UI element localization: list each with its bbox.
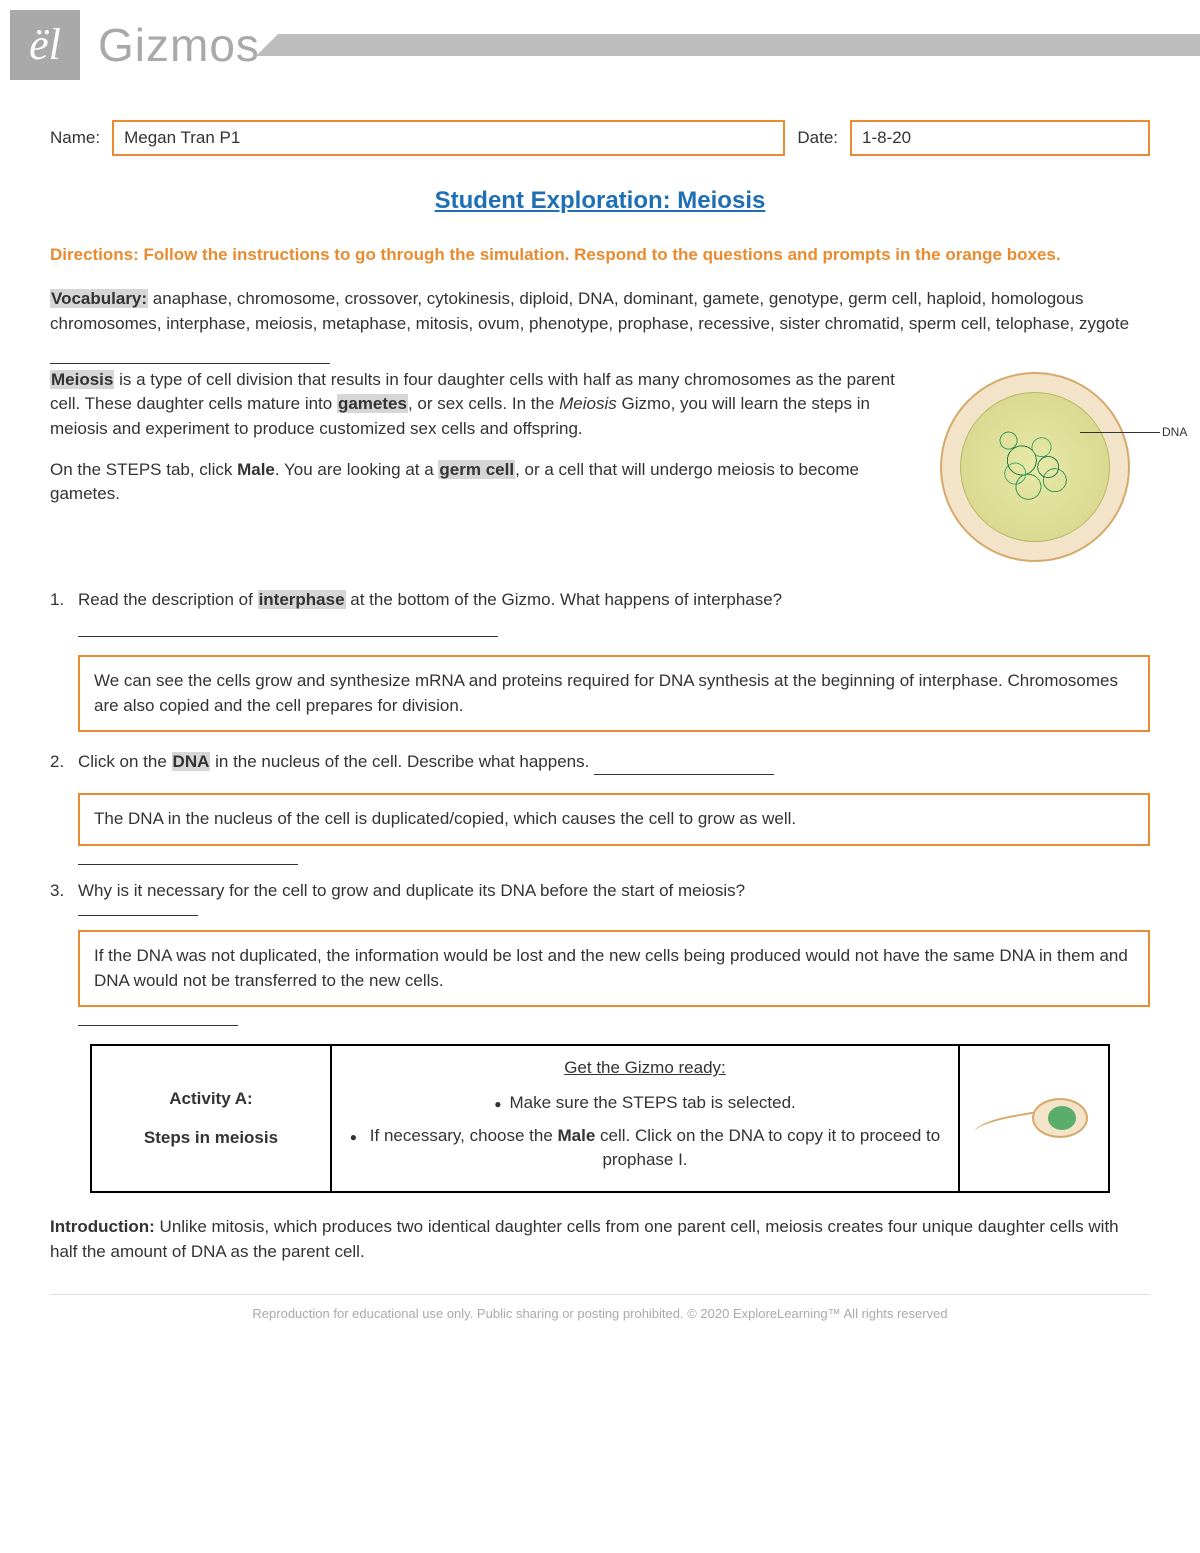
- name-value: Megan Tran P1: [124, 126, 240, 151]
- question-1: Read the description of interphase at th…: [50, 588, 1150, 637]
- bullet-1: Make sure the STEPS tab is selected.: [346, 1091, 944, 1116]
- blank-line: [78, 636, 498, 637]
- cell-nucleus-icon: [960, 392, 1110, 542]
- sperm-nucleus-icon: [1048, 1106, 1076, 1130]
- b2a: If necessary, choose the: [370, 1126, 558, 1145]
- answer-1: We can see the cells grow and synthesize…: [94, 671, 1118, 715]
- logo-script: ël: [29, 13, 61, 77]
- vocab-label: Vocabulary:: [50, 289, 148, 308]
- q2a: Click on the: [78, 752, 172, 771]
- answer-box-2[interactable]: The DNA in the nucleus of the cell is du…: [78, 793, 1150, 846]
- rule-divider: [50, 363, 330, 364]
- meiosis-hl: Meiosis: [50, 370, 114, 389]
- activity-left: Activity A: Steps in meiosis: [92, 1046, 332, 1191]
- intro-row: Meiosis is a type of cell division that …: [50, 368, 1150, 582]
- gizmo-ready-label: Get the Gizmo ready:: [346, 1056, 944, 1081]
- dna-hl: DNA: [172, 752, 211, 771]
- answer-3: If the DNA was not duplicated, the infor…: [94, 946, 1128, 990]
- introduction-paragraph: Introduction: Unlike mitosis, which prod…: [50, 1215, 1150, 1264]
- p2b: . You are looking at a: [275, 460, 439, 479]
- activity-bullets: Make sure the STEPS tab is selected. If …: [346, 1091, 944, 1173]
- header: ël Gizmos: [0, 0, 1200, 90]
- meiosis-italic: Meiosis: [559, 394, 617, 413]
- interphase-hl: interphase: [258, 590, 346, 609]
- answer-2: The DNA in the nucleus of the cell is du…: [94, 809, 796, 828]
- activity-table: Activity A: Steps in meiosis Get the Giz…: [90, 1044, 1110, 1193]
- dna-scribble-icon: [969, 401, 1101, 533]
- paragraph-2: On the STEPS tab, click Male. You are lo…: [50, 458, 920, 507]
- header-bar: [278, 34, 1200, 56]
- q3: Why is it necessary for the cell to grow…: [78, 881, 745, 900]
- bullet-2: If necessary, choose the Male cell. Clic…: [346, 1124, 944, 1173]
- q1b: at the bottom of the Gizmo. What happens…: [346, 590, 783, 609]
- activity-title: Activity A:: [169, 1087, 252, 1112]
- dna-leader-line: [1080, 432, 1160, 433]
- male-bold: Male: [237, 460, 275, 479]
- dna-label: DNA: [1162, 424, 1187, 441]
- date-label: Date:: [797, 126, 838, 151]
- footer-text: Reproduction for educational use only. P…: [50, 1294, 1150, 1324]
- activity-mid: Get the Gizmo ready: Make sure the STEPS…: [332, 1046, 958, 1191]
- activity-right: [958, 1046, 1108, 1191]
- cell-diagram: DNA: [940, 372, 1150, 582]
- question-list: Read the description of interphase at th…: [50, 588, 1150, 1027]
- directions-text: Directions: Follow the instructions to g…: [50, 243, 1150, 268]
- question-2: Click on the DNA in the nucleus of the c…: [50, 750, 1150, 775]
- page-content: Name: Megan Tran P1 Date: 1-8-20 Student…: [0, 120, 1200, 1354]
- paragraph-1: Meiosis is a type of cell division that …: [50, 368, 920, 442]
- question-3: Why is it necessary for the cell to grow…: [50, 879, 1150, 904]
- p2a: On the STEPS tab, click: [50, 460, 237, 479]
- date-value: 1-8-20: [862, 126, 911, 151]
- q1a: Read the description of: [78, 590, 258, 609]
- logo-icon: ël: [10, 10, 80, 80]
- b2-bold: Male: [558, 1126, 596, 1145]
- sperm-cell-icon: [974, 1084, 1094, 1154]
- vocabulary-block: Vocabulary: anaphase, chromosome, crosso…: [50, 287, 1150, 336]
- p1b: , or sex cells. In the: [408, 394, 559, 413]
- intro-label: Introduction:: [50, 1217, 155, 1236]
- blank-line: [594, 774, 774, 775]
- name-field[interactable]: Megan Tran P1: [112, 120, 785, 156]
- intro-text: Unlike mitosis, which produces two ident…: [50, 1217, 1119, 1261]
- q2b: in the nucleus of the cell. Describe wha…: [210, 752, 594, 771]
- intro-text-col: Meiosis is a type of cell division that …: [50, 368, 920, 582]
- gametes-hl: gametes: [337, 394, 408, 413]
- b2b: cell. Click on the DNA to copy it to pro…: [595, 1126, 940, 1170]
- rule-divider: [78, 864, 298, 865]
- date-field[interactable]: 1-8-20: [850, 120, 1150, 156]
- name-label: Name:: [50, 126, 100, 151]
- rule-divider: [78, 1025, 238, 1026]
- activity-subtitle: Steps in meiosis: [144, 1126, 278, 1151]
- answer-box-3[interactable]: If the DNA was not duplicated, the infor…: [78, 930, 1150, 1007]
- brand-name: Gizmos: [98, 12, 260, 79]
- answer-box-1[interactable]: We can see the cells grow and synthesize…: [78, 655, 1150, 732]
- page-title: Student Exploration: Meiosis: [50, 184, 1150, 219]
- name-date-row: Name: Megan Tran P1 Date: 1-8-20: [50, 120, 1150, 156]
- rule-divider-short: [78, 915, 198, 916]
- germ-cell-hl: germ cell: [438, 460, 515, 479]
- vocab-text: anaphase, chromosome, crossover, cytokin…: [50, 289, 1129, 333]
